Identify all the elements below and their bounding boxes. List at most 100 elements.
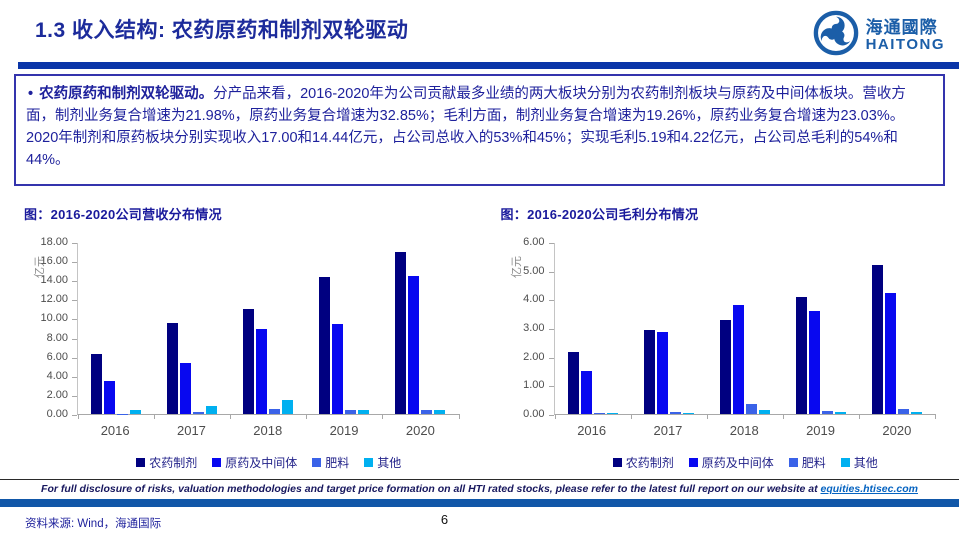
x-axis-category-label: 2019	[329, 423, 359, 438]
legend-item: 农药制剂	[612, 454, 674, 471]
y-axis-tick-label: 8.00	[46, 331, 68, 344]
y-axis-tick-label: 10.00	[40, 312, 68, 325]
bar-农药制剂-2019	[319, 277, 331, 414]
x-axis-tick-mark	[230, 414, 232, 419]
revenue-distribution-chart: 图：2016-2020公司营收分布情况 亿元 0.00 2.00 4.00 6.00 8…	[14, 196, 469, 471]
bar-原药及中间体-2016	[580, 371, 592, 414]
x-axis-tick-mark	[306, 414, 308, 419]
y-axis-tick-label: 4.00	[523, 293, 545, 306]
y-axis-tick-label: 0.00	[523, 408, 545, 420]
y-axis-tick-mark	[72, 415, 77, 416]
y-axis-tick-label: 12.00	[40, 293, 68, 306]
bar-其他-2017	[682, 412, 694, 414]
x-axis-labels: 2016 2017 2018 2019 2020	[554, 423, 936, 438]
x-axis-category-label: 2017	[653, 423, 683, 438]
x-axis-tick-mark	[554, 414, 556, 419]
bar-农药制剂-2016	[567, 352, 579, 414]
haitong-knot-icon	[813, 10, 859, 61]
bar-原药及中间体-2019	[332, 324, 344, 414]
chart-legend: 农药制剂 原药及中间体 肥料 其他	[69, 454, 469, 471]
bar-农药制剂-2020	[871, 265, 883, 414]
page-title: 1.3 收入结构: 农药原药和制剂双轮驱动	[35, 19, 409, 42]
logo-text-en: HAITONG	[865, 35, 945, 53]
bar-group-2020	[859, 243, 935, 414]
bar-肥料-2016	[593, 413, 605, 414]
footer-blue-bar	[0, 499, 959, 507]
legend-swatch	[840, 458, 850, 467]
y-axis-tick-label: 5.00	[523, 264, 545, 277]
y-axis-tick-label: 0.00	[46, 408, 68, 420]
legend-label: 其他	[853, 456, 878, 470]
bar-group-2017	[631, 243, 707, 414]
y-axis-tick-mark	[548, 386, 554, 388]
data-source-text: 资料来源: Wind，海通国际	[25, 518, 162, 530]
gross-profit-distribution-chart: 图：2016-2020公司毛利分布情况 亿元 0.00 1.00 2.00 3.00 4…	[491, 196, 946, 471]
bar-其他-2016	[606, 412, 618, 414]
bar-肥料-2019	[345, 409, 357, 414]
legend-item: 其他	[364, 454, 401, 471]
header: 1.3 收入结构: 农药原药和制剂双轮驱动	[35, 14, 789, 44]
bar-肥料-2018	[269, 409, 281, 414]
x-axis-tick-mark	[630, 414, 632, 419]
legend-label: 农药制剂	[625, 456, 674, 470]
bar-group-2017	[154, 243, 230, 414]
bar-group-2018	[230, 243, 306, 414]
legend-item: 原药及中间体	[688, 454, 774, 471]
summary-body-text: 分产品来看，2016-2020年为公司贡献最多业绩的两大板块分别为农药制剂板块与…	[26, 86, 906, 168]
bar-农药制剂-2017	[167, 323, 179, 414]
bar-农药制剂-2019	[795, 297, 807, 414]
legend-swatch	[612, 458, 622, 467]
y-axis-tick-label: 6.00	[46, 350, 68, 363]
y-axis-tick-mark	[72, 338, 77, 340]
disclosure-prefix: For full disclosure of risks, valuation …	[41, 483, 821, 495]
y-axis-tick-mark	[72, 395, 77, 397]
bar-group-2018	[707, 243, 783, 414]
y-axis-tick-mark	[548, 271, 554, 273]
legend-label: 原药及中间体	[701, 456, 774, 470]
legend-item: 农药制剂	[136, 454, 197, 471]
x-axis-tick-mark	[935, 414, 936, 419]
y-axis-tick-label: 2.00	[46, 388, 68, 401]
footer-thin-divider	[0, 479, 959, 480]
x-axis-category-label: 2016	[577, 423, 607, 438]
bar-肥料-2019	[821, 410, 833, 414]
footer-bottom-row: 资料来源: Wind，海通国际 6	[0, 507, 959, 539]
x-axis-tick-mark	[78, 414, 79, 419]
bar-group-2019	[783, 243, 859, 414]
y-axis-tick-mark	[72, 281, 77, 283]
y-axis-tick-label: 2.00	[523, 350, 545, 363]
page-number: 6	[440, 512, 449, 527]
bar-原药及中间体-2020	[884, 293, 896, 414]
y-axis-tick-mark	[72, 300, 77, 302]
bar-农药制剂-2017	[643, 330, 655, 414]
bar-group-2020	[382, 243, 458, 414]
bar-其他-2020	[910, 412, 922, 414]
x-axis-labels: 2016 2017 2018 2019 2020	[77, 423, 459, 438]
y-axis-tick-mark	[72, 319, 77, 321]
legend-swatch	[212, 458, 222, 467]
y-axis-tick-label: 4.00	[46, 369, 68, 382]
bar-肥料-2017	[669, 412, 681, 414]
bar-肥料-2017	[193, 412, 205, 414]
y-axis-tick-mark	[548, 415, 554, 416]
plot-area	[77, 243, 460, 419]
x-axis-tick-mark	[382, 414, 384, 419]
legend-label: 农药制剂	[149, 456, 198, 470]
legend-label: 肥料	[325, 456, 350, 470]
bar-肥料-2020	[421, 410, 433, 414]
disclosure-link[interactable]: equities.htisec.com	[820, 483, 918, 495]
x-axis-category-label: 2017	[176, 423, 206, 438]
chart-legend: 农药制剂 原药及中间体 肥料 其他	[546, 454, 946, 471]
legend-swatch	[788, 458, 798, 467]
bar-group-2019	[306, 243, 382, 414]
logo-text-cn: 海通國際	[865, 17, 938, 37]
y-axis-tick-mark	[548, 357, 554, 359]
x-axis-category-label: 2016	[100, 423, 130, 438]
bar-其他-2017	[206, 405, 218, 414]
legend-item: 其他	[840, 454, 878, 471]
legend-label: 原药及中间体	[225, 456, 298, 470]
bar-其他-2019	[358, 409, 370, 414]
legend-swatch	[364, 458, 374, 467]
bar-原药及中间体-2018	[732, 305, 744, 414]
legend-item: 肥料	[788, 454, 826, 471]
